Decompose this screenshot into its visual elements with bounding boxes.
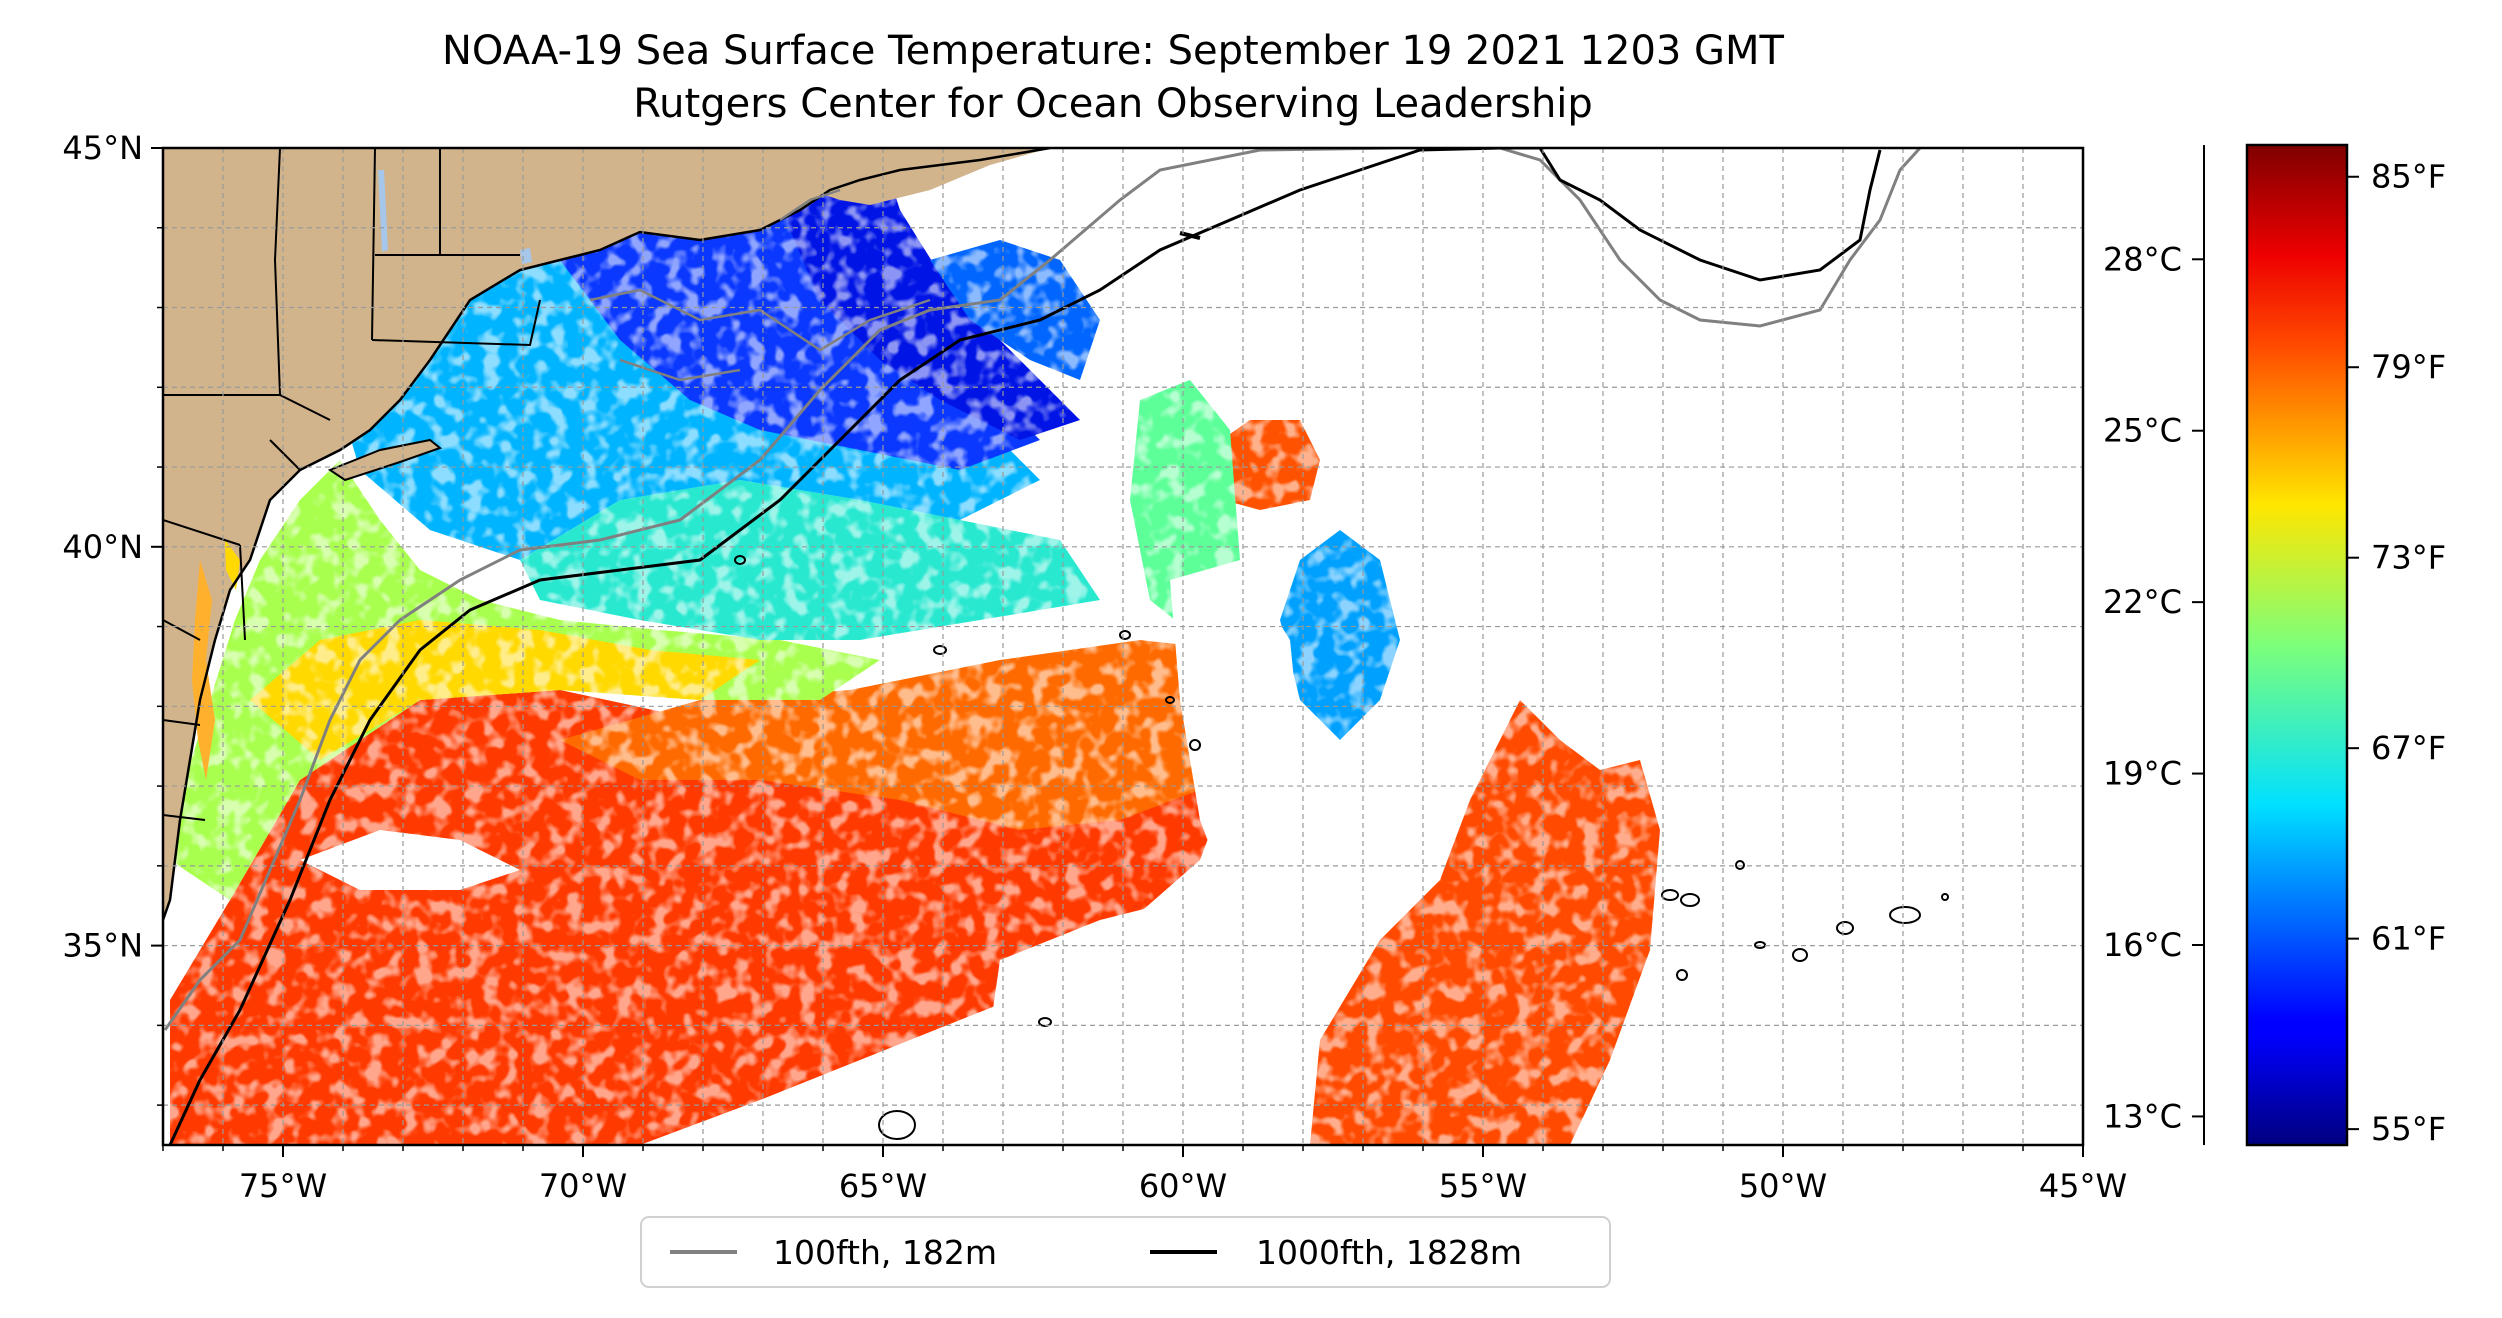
lat-tick-label: 35°N [62, 927, 143, 965]
cloud-gap-east [950, 148, 2083, 1145]
chart-subtitle: Rutgers Center for Ocean Observing Leade… [633, 81, 1593, 127]
delaware-bay [225, 540, 240, 590]
lat-tick-label: 45°N [62, 129, 143, 167]
cloud-gap-streak [300, 830, 520, 890]
legend-label-1000fth: 1000fth, 1828m [1256, 1233, 1522, 1272]
land-east-nova-scotia [790, 148, 1050, 205]
lon-tick-label: 65°W [839, 1167, 927, 1205]
cloud-gap-south [980, 900, 1300, 1145]
lake-champlain [378, 170, 388, 252]
colorbar-f-tick-label: 55°F [2371, 1110, 2446, 1148]
colorbar-f-tick-label: 73°F [2371, 539, 2446, 577]
isobath-100fth [163, 148, 1922, 1031]
legend-label-100fth: 100fth, 182m [773, 1233, 997, 1272]
colorbar-f-tick-label: 61°F [2371, 920, 2446, 958]
lon-tick-label: 50°W [1739, 1167, 1827, 1205]
lon-tick-label: 60°W [1139, 1167, 1227, 1205]
lon-tick-label: 45°W [2039, 1167, 2127, 1205]
cloud-gap-center [1170, 560, 1300, 900]
long-island [327, 438, 443, 482]
colorbar-c-tick-label: 13°C [2103, 1097, 2182, 1135]
colorbar-c-tick-label: 19°C [2103, 755, 2182, 793]
colorbar-c-tick-label: 28°C [2103, 240, 2182, 278]
lon-tick-label: 70°W [539, 1167, 627, 1205]
colorbar-gradient [2245, 143, 2349, 1147]
colorbar-celsius-ticks: 28°C 25°C 22°C 19°C 16°C 13°C [2103, 145, 2205, 1145]
colorbar-c-tick-label: 25°C [2103, 412, 2182, 450]
colorbar-f-tick-label: 79°F [2371, 348, 2446, 386]
colorbar-fahrenheit-ticks: 85°F 79°F 73°F 67°F 61°F 55°F [2347, 158, 2446, 1148]
sst-map [163, 148, 2083, 1145]
legend: 100fth, 182m 1000fth, 1828m [640, 1216, 1611, 1288]
colorbar: 28°C 25°C 22°C 19°C 16°C 13°C 85°F 79°F 73°F 67°… [2103, 143, 2446, 1148]
colorbar-c-tick-label: 16°C [2103, 926, 2182, 964]
longitude-axis: 75°W 70°W 65°W 60°W 55°W 50°W 45°W [162, 1145, 2127, 1205]
lon-tick-label: 75°W [239, 1167, 327, 1205]
lat-tick-label: 40°N [62, 528, 143, 566]
chart-title: NOAA-19 Sea Surface Temperature: Septemb… [442, 28, 1785, 74]
isobath-1000fth [168, 148, 1882, 1145]
lake-small [520, 248, 532, 264]
map-gridlines [163, 148, 2083, 1145]
latitude-axis: 45°N 40°N 35°N [62, 129, 163, 1106]
isobath-100fth-gulf [589, 188, 931, 382]
colorbar-f-tick-label: 67°F [2371, 729, 2446, 767]
lon-tick-label: 55°W [1439, 1167, 1527, 1205]
colorbar-c-tick-label: 22°C [2103, 583, 2182, 621]
colorbar-f-tick-label: 85°F [2371, 158, 2446, 196]
legend-box [640, 1216, 1611, 1288]
